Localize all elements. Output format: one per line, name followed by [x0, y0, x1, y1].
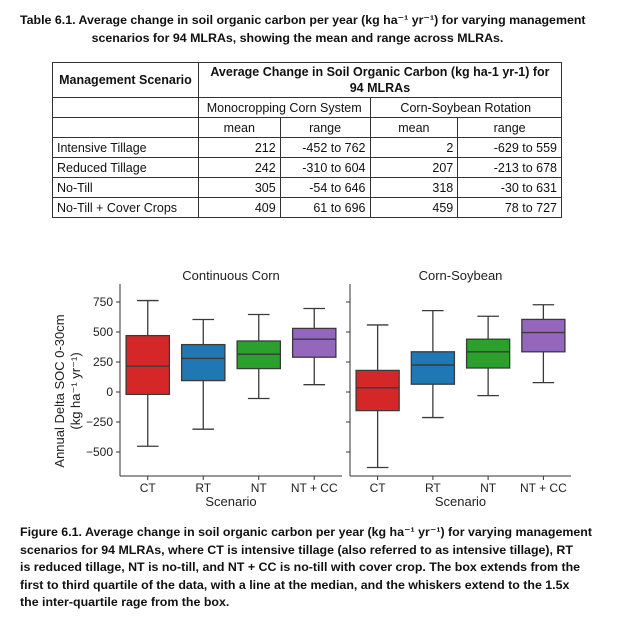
table-row: Intensive Tillage 212 -452 to 762 2 -629… — [52, 137, 562, 158]
y-axis-label-units: (kg ha⁻¹ yr⁻¹) — [68, 352, 83, 429]
box-rt — [180, 343, 226, 382]
cell-range-mono: -310 to 604 — [279, 157, 371, 178]
subheader-mean: mean — [197, 117, 281, 138]
table-group-row: Monocropping Corn System Corn-Soybean Ro… — [52, 97, 562, 118]
cell-range-mono: -54 to 646 — [279, 177, 371, 198]
figure-caption-line: is reduced tillage, NT is no-till, and N… — [20, 560, 581, 574]
figure-caption-line: first to third quartile of the data, wit… — [20, 577, 570, 592]
x-tick-label: NT — [480, 481, 497, 495]
x-tick-label: RT — [195, 481, 211, 495]
cell-mean-mono: 212 — [197, 137, 281, 158]
cell-mean-rotation: 459 — [369, 197, 459, 218]
cell-range-rotation: -30 to 631 — [457, 177, 562, 198]
cell-range-mono: -452 to 762 — [279, 137, 371, 158]
header-scenario: Management Scenario — [52, 62, 199, 98]
figure-caption-line: the inter-quartile rage from the box. — [20, 595, 230, 609]
table-row: Reduced Tillage 242 -310 to 604 207 -213… — [52, 157, 562, 178]
subheader-range: range — [279, 117, 371, 138]
x-tick-label: CT — [370, 481, 387, 495]
figure-caption-line: Figure 6.1. Average change in soil organ… — [20, 525, 592, 539]
header-group-rotation: Corn-Soybean Rotation — [369, 97, 562, 118]
y-tick-label: 500 — [93, 325, 113, 339]
panel-title: Corn-Soybean — [419, 268, 503, 283]
cell-range-rotation: 78 to 727 — [457, 197, 562, 218]
figure-caption: Figure 6.1. Average change in soil organ… — [20, 524, 610, 612]
box-nt — [465, 338, 511, 369]
cell-mean-mono: 305 — [197, 177, 281, 198]
table-subheader-row: mean range mean range — [52, 117, 562, 138]
cell-mean-mono: 242 — [197, 157, 281, 178]
cell-mean-rotation: 207 — [369, 157, 459, 178]
x-tick-label: CT — [140, 481, 157, 495]
cell-mean-rotation: 2 — [369, 137, 459, 158]
subheader-mean: mean — [369, 117, 459, 138]
row-scenario: Intensive Tillage — [52, 137, 199, 158]
table-caption: Table 6.1. Average change in soil organi… — [20, 12, 605, 47]
x-tick-label: NT + CC — [291, 481, 338, 495]
boxplot-figure: Continuous Corn 750 500 250 0 −250 −500 CT RT NT N… — [52, 268, 571, 509]
soc-table: Management Scenario Average Change in So… — [52, 62, 563, 218]
x-tick-label: NT — [251, 481, 268, 495]
header-average-change: Average Change in Soil Organic Carbon (k… — [197, 62, 563, 98]
figure-caption-line: scenarios for 94 MLRAs, where CT is inte… — [20, 542, 573, 557]
box-nt-cc — [521, 318, 566, 353]
empty-cell — [52, 117, 199, 138]
x-tick-label: NT + CC — [520, 481, 567, 495]
empty-cell — [52, 97, 199, 118]
box-ct — [355, 369, 400, 412]
cell-range-mono: 61 to 696 — [279, 197, 371, 218]
table-row: No-Till 305 -54 to 646 318 -30 to 631 — [52, 177, 562, 198]
row-scenario: No-Till + Cover Crops — [52, 197, 199, 218]
y-tick-label: −250 — [86, 415, 113, 429]
x-axis-label: Scenario — [435, 494, 486, 509]
cell-mean-rotation: 318 — [369, 177, 459, 198]
box-ct — [125, 334, 171, 396]
table-row: No-Till + Cover Crops 409 61 to 696 459 … — [52, 197, 562, 218]
subheader-range: range — [457, 117, 562, 138]
y-tick-label: −500 — [86, 445, 113, 459]
row-scenario: No-Till — [52, 177, 199, 198]
table-caption-line-1: Table 6.1. Average change in soil organi… — [20, 13, 586, 27]
box-nt-cc — [291, 327, 337, 358]
table-header-row: Management Scenario Average Change in So… — [52, 62, 563, 98]
cell-range-rotation: -213 to 678 — [457, 157, 562, 178]
cell-range-rotation: -629 to 559 — [457, 137, 562, 158]
x-axis-label: Scenario — [205, 494, 256, 509]
header-group-monocropping: Monocropping Corn System — [197, 97, 371, 118]
x-tick-label: RT — [425, 481, 441, 495]
cell-mean-mono: 409 — [197, 197, 281, 218]
panel-title: Continuous Corn — [182, 268, 280, 283]
y-tick-label: 0 — [106, 385, 113, 399]
y-axis-label: Annual Delta SOC 0-30cm — [52, 314, 67, 467]
box-rt — [410, 351, 456, 385]
y-tick-label: 250 — [93, 355, 113, 369]
table-caption-line-2: scenarios for 94 MLRAs, showing the mean… — [91, 30, 504, 45]
y-tick-label: 750 — [93, 295, 113, 309]
row-scenario: Reduced Tillage — [52, 157, 199, 178]
